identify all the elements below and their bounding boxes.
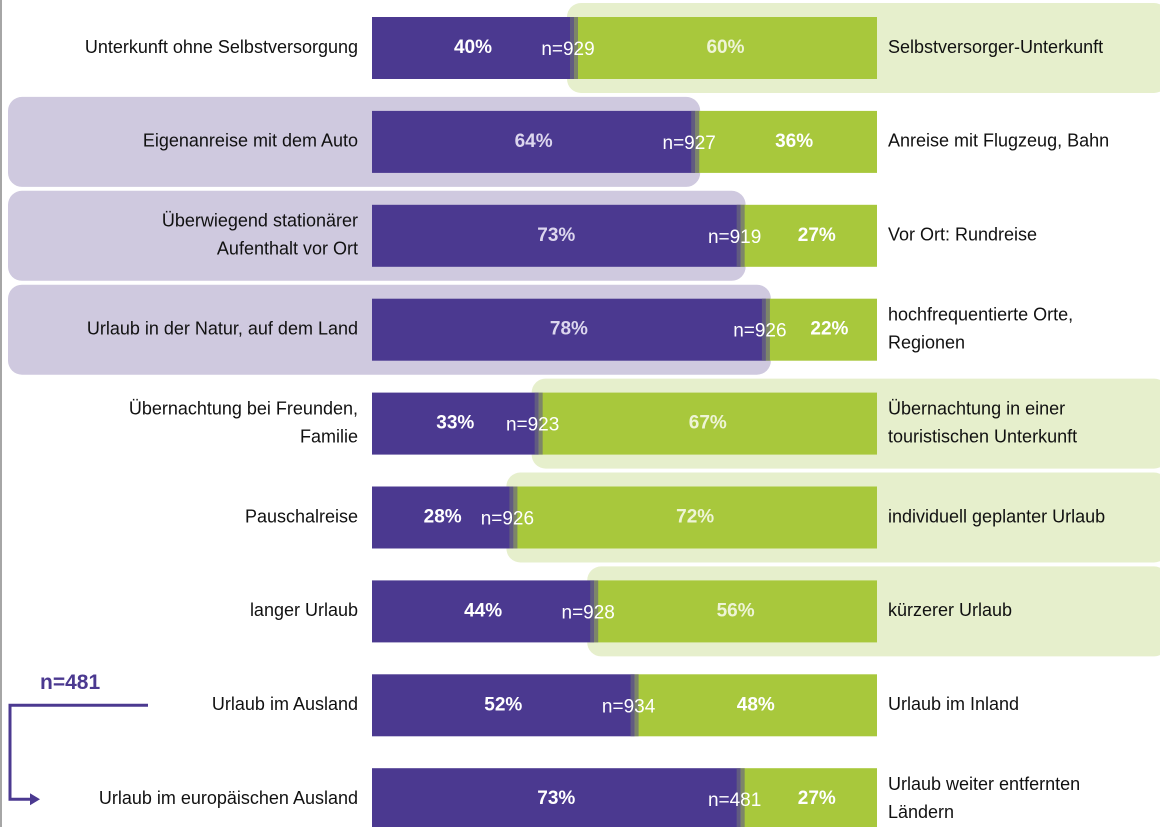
value-label: 72%	[676, 507, 714, 528]
bar-segment	[740, 204, 877, 267]
bar-segment	[538, 392, 877, 455]
row-label: Aufenthalt vor Ort	[217, 239, 358, 259]
row-label: touristischen Unterkunft	[888, 426, 1077, 446]
row-label: Übernachtung in einer	[888, 398, 1065, 418]
divider	[736, 204, 745, 267]
bar-segment	[594, 580, 877, 643]
value-label: 52%	[484, 694, 522, 715]
row-label: kürzerer Urlaub	[888, 600, 1012, 620]
row-label: Selbstversorger-Unterkunft	[888, 37, 1103, 57]
row-label: Anreise mit Flugzeug, Bahn	[888, 131, 1109, 151]
bar-segment	[372, 768, 741, 827]
divider	[736, 768, 745, 827]
row-label: Pauschalreise	[245, 506, 358, 526]
row-label: Urlaub im Inland	[888, 694, 1019, 714]
value-label: 36%	[775, 131, 813, 152]
row-label: Übernachtung bei Freunden,	[129, 398, 358, 418]
n-label: n=927	[663, 133, 716, 154]
value-label: 73%	[537, 225, 575, 246]
n-label: n=919	[708, 227, 761, 248]
value-label: 78%	[550, 319, 588, 340]
row-label: Urlaub weiter entfernten	[888, 774, 1080, 794]
row-label: Regionen	[888, 332, 965, 352]
row-label: Urlaub im europäischen Ausland	[99, 788, 358, 808]
bar-segment	[372, 204, 741, 267]
bracket	[8, 703, 148, 801]
bar-segment	[372, 298, 766, 361]
bar-segment	[765, 298, 877, 361]
row-label: Überwiegend stationärer	[162, 211, 358, 231]
bar-segment	[372, 110, 696, 173]
n-label: n=928	[562, 602, 615, 623]
n-label: n=481	[708, 790, 761, 811]
bar-segment	[372, 580, 595, 643]
value-label: 27%	[798, 225, 836, 246]
n-label: n=923	[506, 415, 559, 436]
bar-segment	[740, 768, 877, 827]
n-label: n=929	[541, 39, 594, 60]
row-label: langer Urlaub	[250, 600, 358, 620]
bar-segment	[695, 110, 877, 173]
row-label: Urlaub im Ausland	[212, 694, 358, 714]
value-label: 33%	[436, 413, 474, 434]
bar-segment	[634, 674, 877, 737]
value-label: 64%	[515, 131, 553, 152]
n-label: n=934	[602, 696, 656, 717]
row-label: Eigenanreise mit dem Auto	[143, 131, 358, 151]
row-label: Familie	[300, 426, 358, 446]
divider	[761, 298, 770, 361]
value-label: 60%	[706, 37, 744, 58]
row-label: Vor Ort: Rundreise	[888, 225, 1037, 245]
row-label: hochfrequentierte Orte,	[888, 304, 1073, 324]
value-label: 44%	[464, 600, 502, 621]
annotation: n=481	[40, 671, 100, 694]
row-label: Unterkunft ohne Selbstversorgung	[85, 37, 358, 57]
row-label: Urlaub in der Natur, auf dem Land	[87, 318, 358, 338]
bar-segment	[372, 486, 514, 549]
row-label: Ländern	[888, 802, 954, 822]
value-label: 40%	[454, 37, 492, 58]
bar-segment	[372, 392, 539, 455]
value-label: 22%	[810, 319, 848, 340]
bar-segment	[372, 17, 574, 79]
value-label: 56%	[717, 600, 755, 621]
bar-segment	[574, 17, 877, 79]
divider	[691, 110, 700, 173]
n-label: n=926	[481, 509, 534, 530]
divider	[630, 674, 639, 737]
value-label: 27%	[798, 788, 836, 809]
bar-segment	[513, 486, 877, 549]
value-label: 73%	[537, 788, 575, 809]
value-label: 67%	[689, 413, 727, 434]
divider	[509, 486, 518, 549]
value-label: 28%	[424, 507, 462, 528]
divider	[534, 392, 543, 455]
n-label: n=926	[733, 321, 786, 342]
value-label: 48%	[737, 694, 775, 715]
bar-segment	[372, 674, 635, 737]
arrow-head	[30, 793, 40, 806]
row-label: individuell geplanter Urlaub	[888, 506, 1105, 526]
divider	[590, 580, 599, 643]
divider	[570, 17, 578, 79]
